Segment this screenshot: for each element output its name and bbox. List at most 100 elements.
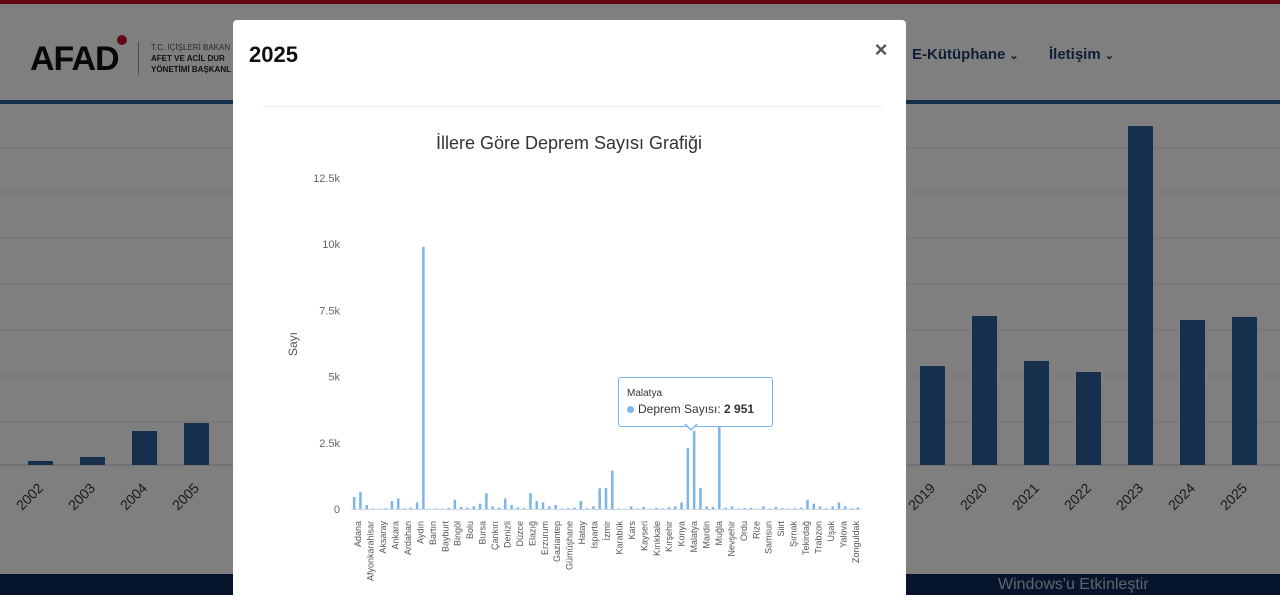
chart-bar[interactable] (699, 488, 702, 509)
chart-bar[interactable] (794, 508, 797, 509)
x-tick-label: Ardahan (403, 521, 413, 555)
chart-bar[interactable] (561, 508, 564, 509)
chart-bar[interactable] (359, 492, 362, 509)
chart-bar[interactable] (454, 500, 457, 509)
x-tick-label: Afyonkarahisar (366, 521, 376, 581)
chart-bar[interactable] (365, 505, 368, 509)
chart-bar[interactable] (775, 507, 778, 509)
x-tick-label: Karabük (614, 521, 624, 555)
chart-bar[interactable] (460, 507, 463, 509)
chart-bar[interactable] (586, 508, 589, 509)
chart-bar[interactable] (743, 508, 746, 509)
y-tick-label: 0 (334, 504, 340, 516)
chart-bar[interactable] (605, 488, 608, 509)
x-tick-label: Bursa (478, 521, 488, 545)
x-tick-label: Kayseri (639, 521, 649, 551)
chart-bar[interactable] (857, 507, 860, 509)
chart-bar[interactable] (687, 448, 690, 509)
chart-bar[interactable] (712, 507, 715, 509)
chart-bar[interactable] (750, 508, 753, 509)
chart-bar[interactable] (479, 504, 482, 509)
chart-bar[interactable] (636, 508, 639, 509)
chart-bar[interactable] (473, 506, 476, 509)
chart-bar[interactable] (718, 426, 721, 509)
chart-bar[interactable] (731, 506, 734, 509)
chart-bar[interactable] (523, 508, 526, 509)
x-tick-label: Düzce (515, 521, 525, 547)
chart-bar[interactable] (674, 506, 677, 509)
chart-bar[interactable] (397, 498, 400, 509)
chart-bar[interactable] (643, 507, 646, 509)
chart-bar[interactable] (435, 508, 438, 509)
chart-bar[interactable] (491, 506, 494, 509)
chart-bar[interactable] (592, 506, 595, 509)
chart-bar[interactable] (353, 497, 356, 509)
x-tick-label: Nevşehir (726, 521, 736, 557)
chart-bar[interactable] (800, 508, 803, 509)
chart-bar[interactable] (724, 508, 727, 509)
tooltip-value-line: Deprem Sayısı: 2 951 (627, 402, 754, 416)
x-tick-label: Ankara (391, 521, 401, 550)
chart-bar[interactable] (517, 507, 520, 509)
chart-bar[interactable] (510, 505, 513, 509)
chart-bar[interactable] (611, 471, 614, 509)
chart-bar[interactable] (787, 508, 790, 509)
chart-bar[interactable] (384, 508, 387, 509)
x-tick-label: Bingöl (453, 521, 463, 546)
tooltip-value: 2 951 (724, 402, 754, 416)
chart-bar[interactable] (661, 508, 664, 509)
x-tick-label: Kırıkkale (652, 521, 662, 556)
series-dot-icon (627, 406, 634, 413)
chart-bar[interactable] (529, 493, 532, 509)
x-tick-label: Çankırı (490, 521, 500, 550)
chart-bar[interactable] (598, 488, 601, 509)
chart-bar[interactable] (844, 506, 847, 509)
x-tick-label: Uşak (826, 521, 836, 542)
earthquake-count-chart: İllere Göre Deprem Sayısı GrafiğiSayı02.… (233, 20, 906, 610)
chart-bar[interactable] (554, 505, 557, 509)
chart-bar[interactable] (705, 506, 708, 509)
chart-bar[interactable] (668, 507, 671, 509)
chart-bar[interactable] (498, 508, 501, 509)
chart-bar[interactable] (416, 502, 419, 509)
chart-bar[interactable] (762, 506, 765, 509)
x-tick-label: Erzurum (540, 521, 550, 555)
chart-bar[interactable] (372, 508, 375, 509)
y-tick-label: 5k (328, 372, 340, 384)
chart-bar[interactable] (737, 508, 740, 509)
chart-bar[interactable] (535, 501, 538, 509)
chart-bar[interactable] (655, 508, 658, 509)
chart-bar[interactable] (813, 504, 816, 509)
chart-bar[interactable] (573, 508, 576, 509)
chart-bar[interactable] (693, 431, 696, 509)
chart-tooltip: Malatya Deprem Sayısı: 2 951 (618, 377, 773, 427)
x-tick-label: Kırşehir (664, 521, 674, 552)
chart-bar[interactable] (768, 508, 771, 509)
chart-bar[interactable] (403, 508, 406, 509)
x-tick-label: İzmir (602, 521, 612, 541)
chart-bar[interactable] (447, 508, 450, 509)
chart-bar[interactable] (825, 508, 828, 509)
chart-bar[interactable] (806, 500, 809, 509)
chart-bar[interactable] (850, 508, 853, 509)
chart-bar[interactable] (504, 498, 507, 509)
chart-bar[interactable] (410, 508, 413, 509)
chart-bar[interactable] (485, 493, 488, 509)
y-axis-title: Sayı (286, 332, 300, 356)
chart-bar[interactable] (831, 506, 834, 509)
chart-bar[interactable] (680, 502, 683, 509)
chart-bar[interactable] (819, 506, 822, 509)
chart-bar[interactable] (781, 508, 784, 509)
chart-bar[interactable] (567, 508, 570, 509)
chart-bar[interactable] (548, 506, 551, 509)
chart-bar[interactable] (466, 508, 469, 509)
x-tick-label: Bayburt (440, 521, 450, 553)
chart-bar[interactable] (580, 501, 583, 509)
tooltip-category: Malatya (627, 388, 662, 399)
chart-bar[interactable] (838, 502, 841, 509)
chart-bar[interactable] (617, 508, 620, 509)
chart-bar[interactable] (391, 501, 394, 509)
chart-bar[interactable] (630, 506, 633, 509)
chart-bar[interactable] (422, 247, 425, 509)
chart-bar[interactable] (542, 502, 545, 509)
